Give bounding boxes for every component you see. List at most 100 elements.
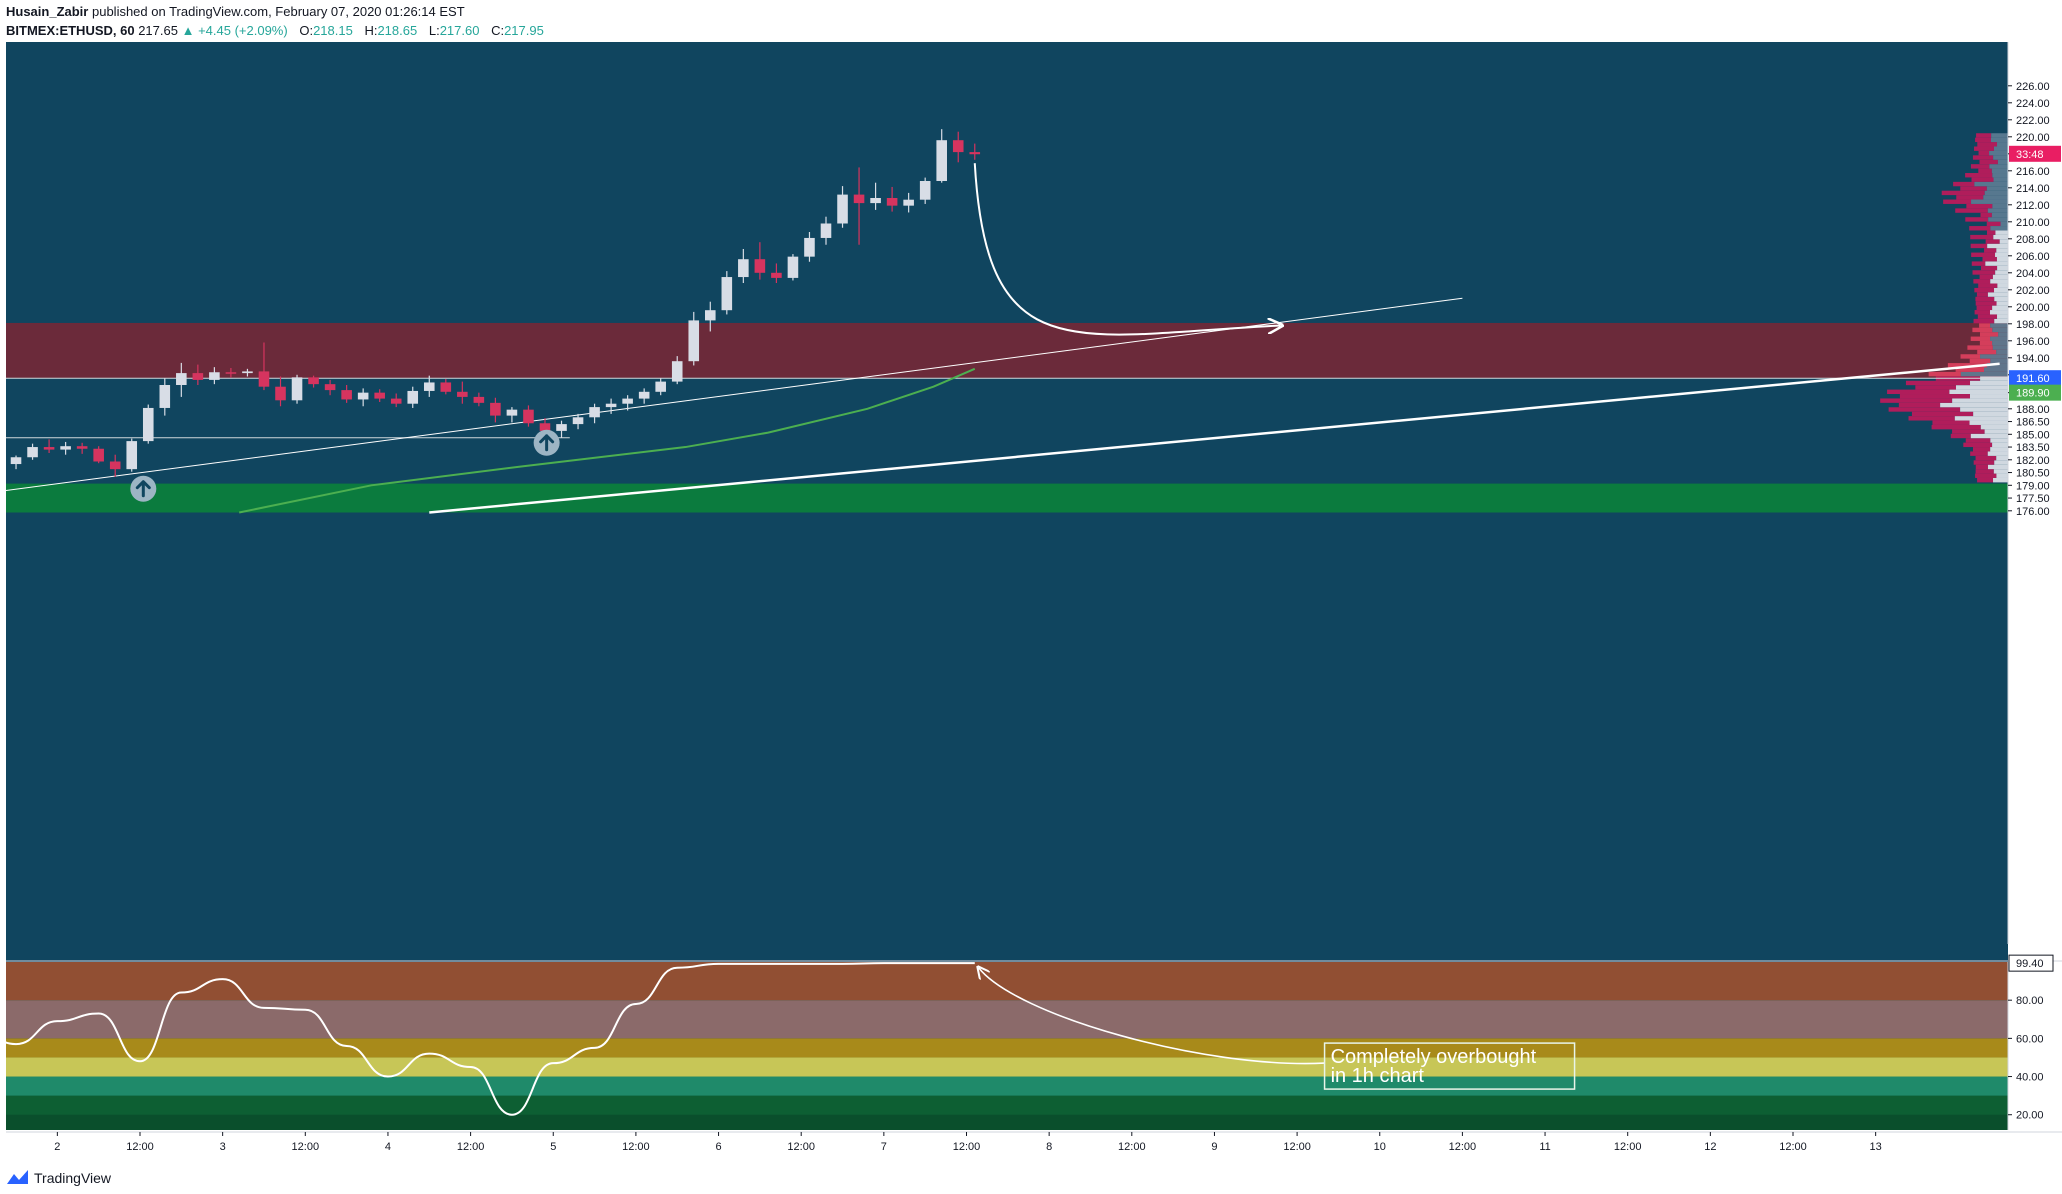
candle[interactable] [704, 301, 716, 332]
volume-profile-bar [1979, 323, 1991, 328]
candle[interactable] [473, 392, 485, 407]
candle[interactable] [655, 378, 666, 396]
candle-body [407, 390, 419, 404]
candle[interactable] [93, 446, 104, 464]
candle[interactable] [523, 405, 534, 427]
price-label[interactable]: 189.90 [2009, 384, 2061, 401]
resistance-zone[interactable] [6, 322, 2008, 379]
time-axis[interactable] [6, 1132, 2008, 1158]
annotation-arrow[interactable] [979, 968, 1325, 1065]
candle[interactable] [688, 311, 700, 366]
candle[interactable] [622, 395, 633, 411]
candle[interactable] [142, 404, 154, 444]
candle[interactable] [589, 403, 600, 424]
candle[interactable] [771, 263, 782, 283]
candle-body [523, 409, 534, 424]
time-tick-label: 5 [550, 1141, 556, 1153]
price-label[interactable]: 191.60 [2009, 370, 2061, 387]
candle[interactable] [357, 388, 369, 407]
candle[interactable] [159, 378, 171, 416]
candle[interactable] [43, 439, 55, 453]
candle[interactable] [60, 441, 71, 455]
author-name[interactable]: Husain_Zabir [6, 4, 89, 19]
candle[interactable] [407, 386, 419, 408]
candle[interactable] [324, 379, 336, 396]
candle[interactable] [374, 389, 385, 402]
annotation-box[interactable] [1323, 1042, 1576, 1090]
candle-body [423, 382, 435, 391]
candle-body [936, 140, 947, 181]
candle[interactable] [820, 216, 832, 245]
volume-profile-bar [1977, 314, 1998, 319]
candle[interactable] [837, 186, 848, 228]
candle[interactable] [291, 374, 303, 404]
volume-profile-bar [1954, 416, 2008, 421]
symbol-label[interactable]: BITMEX:ETHUSD, 60 [6, 23, 135, 38]
candle[interactable] [76, 442, 88, 454]
candle[interactable] [738, 249, 749, 283]
candle-body [341, 390, 352, 400]
volume-profile-bar [1970, 336, 1991, 341]
candle[interactable] [258, 342, 270, 391]
candle[interactable] [804, 232, 815, 262]
moving-average-line[interactable] [238, 367, 976, 514]
candle[interactable] [341, 385, 352, 403]
candle[interactable] [952, 131, 964, 163]
candle[interactable] [870, 182, 881, 210]
candle[interactable] [903, 192, 914, 213]
candle[interactable] [109, 454, 121, 477]
projection-arrow[interactable] [973, 163, 1281, 336]
candle[interactable] [0, 462, 5, 476]
volume-profile-bar [1993, 146, 2008, 151]
candle[interactable] [506, 407, 518, 423]
rsi-axis[interactable] [2008, 962, 2062, 1130]
volume-profile-bar [1990, 323, 2008, 328]
candle[interactable] [192, 364, 204, 385]
volume-profile-bar [1983, 195, 2008, 200]
rsi-line[interactable] [0, 962, 975, 1116]
price-tick-label: 204.00 [2016, 268, 2050, 280]
trendline[interactable] [429, 362, 2000, 514]
candle-body [605, 403, 617, 408]
candle[interactable] [721, 271, 733, 315]
candle[interactable] [126, 438, 138, 472]
trendline[interactable] [0, 297, 1463, 494]
candle[interactable] [27, 443, 38, 460]
volume-profile-bar [1960, 371, 2008, 377]
candle[interactable] [457, 381, 468, 404]
candle[interactable] [572, 413, 584, 430]
volume-profile-bar [2000, 221, 2008, 227]
candle[interactable] [440, 379, 452, 395]
candle[interactable] [225, 368, 237, 378]
candle[interactable] [605, 398, 617, 414]
candle[interactable] [242, 368, 253, 377]
candle[interactable] [886, 186, 898, 212]
candle[interactable] [176, 362, 187, 397]
candle[interactable] [936, 129, 947, 183]
rsi-value-label[interactable]: 99.40 [2008, 954, 2054, 972]
candle[interactable] [209, 367, 220, 385]
candle[interactable] [490, 397, 501, 423]
candle[interactable] [754, 242, 766, 280]
candle[interactable] [919, 177, 931, 204]
candle[interactable] [390, 393, 402, 408]
tradingview-logo-icon[interactable] [6, 1168, 30, 1186]
support-zone[interactable] [6, 483, 2008, 513]
volume-profile-bar [1940, 402, 2008, 408]
candle[interactable] [671, 356, 683, 385]
candle[interactable] [787, 254, 799, 281]
candle[interactable] [275, 376, 286, 407]
chart-canvas[interactable]: 226.00224.00222.00220.00218.00216.00214.… [0, 40, 2062, 1164]
candle[interactable] [423, 375, 435, 397]
candle[interactable] [556, 420, 567, 438]
candle[interactable] [308, 375, 319, 388]
buy-signal-icon[interactable] [533, 429, 560, 456]
candle[interactable] [10, 455, 22, 470]
brand-name[interactable]: TradingView [34, 1170, 112, 1186]
candle[interactable] [638, 388, 650, 404]
price-label[interactable]: 33:48 [2009, 145, 2061, 162]
candle[interactable] [853, 167, 865, 245]
buy-signal-icon[interactable] [130, 475, 157, 502]
candle[interactable] [969, 143, 981, 160]
price-axis[interactable] [2008, 42, 2062, 944]
